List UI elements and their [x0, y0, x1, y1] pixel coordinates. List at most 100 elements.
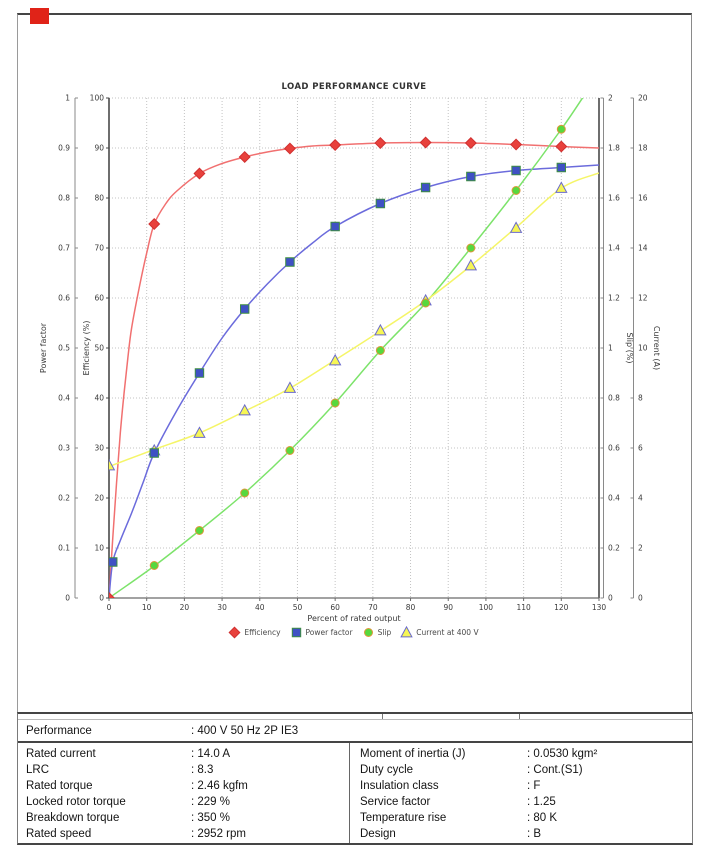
svg-text:80: 80 — [94, 194, 104, 203]
series-markers — [109, 124, 568, 598]
svg-text:2: 2 — [608, 94, 613, 103]
spec-value: : Cont.(S1) — [527, 764, 583, 776]
table-row: Moment of inertia (J) : 0.0530 kgm² — [350, 746, 692, 762]
slip-markers — [149, 124, 566, 570]
svg-text:1.2: 1.2 — [608, 294, 620, 303]
svg-text:1: 1 — [608, 344, 613, 353]
spec-label: Duty cycle — [360, 764, 414, 776]
spec-value: : 8.3 — [191, 764, 214, 776]
table-right-column: Moment of inertia (J) : 0.0530 kgm² Duty c… — [349, 743, 692, 843]
spec-value: : 0.0530 kgm² — [527, 748, 598, 760]
table-main-rows: Rated current : 14.0 A LRC : 8.3 Rated torqu… — [18, 743, 692, 843]
svg-text:40: 40 — [94, 394, 104, 403]
power-factor-marker-icon — [291, 627, 301, 638]
spec-label: LRC — [26, 764, 50, 776]
svg-text:1.6: 1.6 — [608, 194, 620, 203]
svg-text:0: 0 — [107, 603, 112, 612]
table-top-strip — [18, 714, 692, 720]
performance-row: Performance : 400 V 50 Hz 2P IE3 — [18, 720, 692, 743]
svg-text:40: 40 — [255, 603, 265, 612]
spec-label: Insulation class — [360, 780, 439, 792]
svg-text:110: 110 — [516, 603, 531, 612]
table-row: Insulation class : F — [350, 778, 692, 794]
spec-value: : 2.46 kgfm — [191, 780, 248, 792]
svg-text:90: 90 — [94, 144, 104, 153]
spec-value: : 350 % — [191, 812, 230, 824]
svg-text:120: 120 — [554, 603, 569, 612]
power-factor-axis-title: Power factor — [39, 322, 48, 373]
svg-text:50: 50 — [293, 603, 303, 612]
legend-item-efficiency: Efficiency — [228, 626, 281, 639]
svg-text:0: 0 — [638, 594, 643, 603]
spec-label: Moment of inertia (J) — [360, 748, 466, 760]
svg-text:0: 0 — [608, 594, 613, 603]
series-curves — [109, 98, 599, 598]
spec-label: Rated current — [26, 748, 96, 760]
spec-label: Temperature rise — [360, 812, 447, 824]
grid — [108, 97, 600, 599]
table-row: Rated current : 14.0 A — [18, 746, 349, 762]
chart-title: LOAD PERFORMANCE CURVE — [282, 82, 427, 92]
chart-legend: Efficiency Power factor Slip Current at 400… — [0, 626, 707, 639]
svg-text:0: 0 — [65, 594, 70, 603]
legend-item-current-at-400-v: Current at 400 V — [400, 626, 479, 639]
table-row: Duty cycle : Cont.(S1) — [350, 762, 692, 778]
table-row: Service factor : 1.25 — [350, 794, 692, 810]
svg-text:1: 1 — [65, 94, 70, 103]
svg-text:0.2: 0.2 — [608, 544, 620, 553]
chart-outer-box — [17, 13, 692, 712]
svg-text:0.6: 0.6 — [608, 444, 620, 453]
svg-text:12: 12 — [638, 294, 648, 303]
svg-text:0.5: 0.5 — [58, 344, 70, 353]
spec-value: : 2952 rpm — [191, 828, 246, 840]
performance-value: : 400 V 50 Hz 2P IE3 — [191, 724, 299, 737]
spec-value: : 14.0 A — [191, 748, 231, 760]
spec-label: Rated torque — [26, 780, 93, 792]
spec-value: : B — [527, 828, 542, 840]
svg-text:20: 20 — [94, 494, 104, 503]
spec-value: : 229 % — [191, 796, 230, 808]
efficiency-axis-title: Efficiency (%) — [82, 321, 91, 376]
svg-text:10: 10 — [94, 544, 104, 553]
svg-text:8: 8 — [638, 394, 643, 403]
svg-text:70: 70 — [94, 244, 104, 253]
svg-text:0.3: 0.3 — [58, 444, 70, 453]
spec-label: Breakdown torque — [26, 812, 120, 824]
svg-text:0.8: 0.8 — [58, 194, 70, 203]
spec-value: : F — [527, 780, 541, 792]
svg-text:1.4: 1.4 — [608, 244, 620, 253]
table-row: LRC : 8.3 — [18, 762, 349, 778]
spec-label: Service factor — [360, 796, 431, 808]
legend-item-power-factor: Power factor — [290, 626, 353, 639]
table-row: Temperature rise : 80 K — [350, 810, 692, 826]
svg-text:100: 100 — [90, 94, 105, 103]
svg-text:16: 16 — [638, 194, 648, 203]
spec-label: Design — [360, 828, 396, 840]
table-row: Breakdown torque : 350 % — [18, 810, 349, 826]
svg-text:30: 30 — [217, 603, 227, 612]
svg-text:30: 30 — [94, 444, 104, 453]
table-row: Design : B — [350, 826, 692, 842]
table-left-column: Rated current : 14.0 A LRC : 8.3 Rated torqu… — [18, 743, 349, 843]
table-row: Rated speed : 2952 rpm — [18, 826, 349, 842]
svg-text:10: 10 — [638, 344, 648, 353]
svg-text:0.9: 0.9 — [58, 144, 70, 153]
spec-label: Rated speed — [26, 828, 92, 840]
svg-text:10: 10 — [142, 603, 152, 612]
specifications-table: Performance : 400 V 50 Hz 2P IE3 Rated c… — [17, 712, 693, 845]
table-row: Rated torque : 2.46 kgfm — [18, 778, 349, 794]
table-top-divider — [382, 714, 383, 719]
svg-text:0.4: 0.4 — [608, 494, 620, 503]
spec-value: : 1.25 — [527, 796, 556, 808]
table-row: Locked rotor torque: 229 % — [18, 794, 349, 810]
x-axis-title: Percent of rated output — [307, 614, 400, 623]
svg-text:0.6: 0.6 — [58, 294, 70, 303]
spec-value: : 80 K — [527, 812, 558, 824]
svg-text:2: 2 — [638, 544, 643, 553]
svg-text:0.1: 0.1 — [58, 544, 70, 553]
svg-text:0.7: 0.7 — [58, 244, 70, 253]
svg-text:130: 130 — [592, 603, 607, 612]
svg-text:4: 4 — [638, 494, 643, 503]
